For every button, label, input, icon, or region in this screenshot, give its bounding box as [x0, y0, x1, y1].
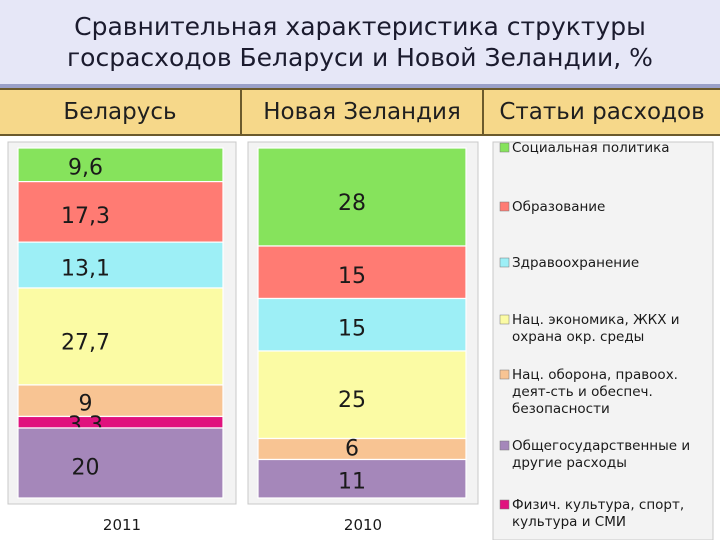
header-new-zealand: Новая Зеландия: [263, 99, 461, 125]
bar-segment-0-5: [17, 415, 224, 429]
data-label-1-4: 6: [345, 437, 359, 462]
data-label-1-2: 15: [338, 316, 366, 341]
tick-label-0: 2011: [103, 516, 141, 534]
legend-swatch-2: [499, 257, 510, 268]
data-label-0-3: 27,7: [61, 330, 110, 355]
title-line-1: Сравнительная характеристика структуры: [74, 12, 646, 41]
bar-segment-1-0: [257, 147, 467, 247]
legend: Социальная политика Образование Здравоохра…: [492, 140, 714, 540]
slide-title: Сравнительная характеристика структуры г…: [0, 0, 720, 84]
legend-swatch-6: [499, 499, 510, 510]
data-label-1-6: 11: [338, 470, 366, 495]
legend-swatch-4: [499, 369, 510, 380]
header-expense-items: Статьи расходов: [499, 99, 705, 125]
legend-label-1-0: Образование: [512, 199, 605, 215]
bar-segment-1-6: [257, 458, 467, 499]
legend-label-0-0: Социальная политика: [512, 140, 670, 156]
header-separator-2: [482, 88, 484, 136]
data-label-1-0: 28: [338, 191, 366, 216]
bar-segment-1-4: [257, 437, 467, 461]
data-label-1-1: 15: [338, 264, 366, 289]
bar-segment-0-3: [17, 287, 224, 386]
bar-segment-0-0: [17, 147, 224, 183]
bar-segment-1-2: [257, 297, 467, 352]
legend-label-3-0: Нац. экономика, ЖКХ и: [512, 312, 680, 328]
bar-segment-0-1: [17, 180, 224, 243]
legend-label-4-2: безопасности: [512, 401, 610, 417]
data-label-1-3: 25: [338, 388, 366, 413]
tick-label-1: 2010: [344, 516, 382, 534]
data-label-0-2: 13,1: [61, 256, 110, 281]
column-header-row: Беларусь Новая Зеландия Статьи расходов: [0, 88, 720, 136]
legend-label-4-0: Нац. оборона, правоох.: [512, 367, 678, 383]
expense-structure-chart: 9,617,313,127,793,3202011281515256112010…: [0, 136, 720, 540]
legend-label-2-0: Здравоохранение: [512, 255, 639, 271]
legend-frame: [492, 141, 714, 540]
legend-label-4-1: деят-сть и обеспеч.: [512, 384, 653, 400]
legend-label-5-0: Общегосударственные и: [512, 438, 690, 454]
data-label-0-1: 17,3: [61, 204, 110, 229]
data-label-0-4: 9: [79, 391, 93, 416]
legend-swatch-5: [499, 440, 510, 451]
bar-segment-0-2: [17, 241, 224, 289]
legend-swatch-1: [499, 201, 510, 212]
title-line-2: госрасходов Беларуси и Новой Зеландии, %: [67, 43, 653, 72]
header-separator-1: [240, 88, 242, 136]
legend-label-5-1: другие расходы: [512, 455, 627, 471]
data-label-0-6: 20: [72, 456, 100, 481]
legend-swatch-3: [499, 314, 510, 325]
legend-label-6-1: культура и СМИ: [512, 514, 626, 530]
legend-label-6-0: Физич. культура, спорт,: [512, 497, 684, 513]
legend-label-3-1: охрана окр. среды: [512, 329, 644, 345]
header-belarus: Беларусь: [63, 99, 177, 125]
bar-segment-0-4: [17, 384, 224, 418]
legend-swatch-0: [499, 142, 510, 153]
title-divider: [0, 84, 720, 88]
bar-segment-0-6: [17, 427, 224, 499]
bar-segment-1-3: [257, 350, 467, 440]
data-label-0-0: 9,6: [68, 155, 103, 180]
